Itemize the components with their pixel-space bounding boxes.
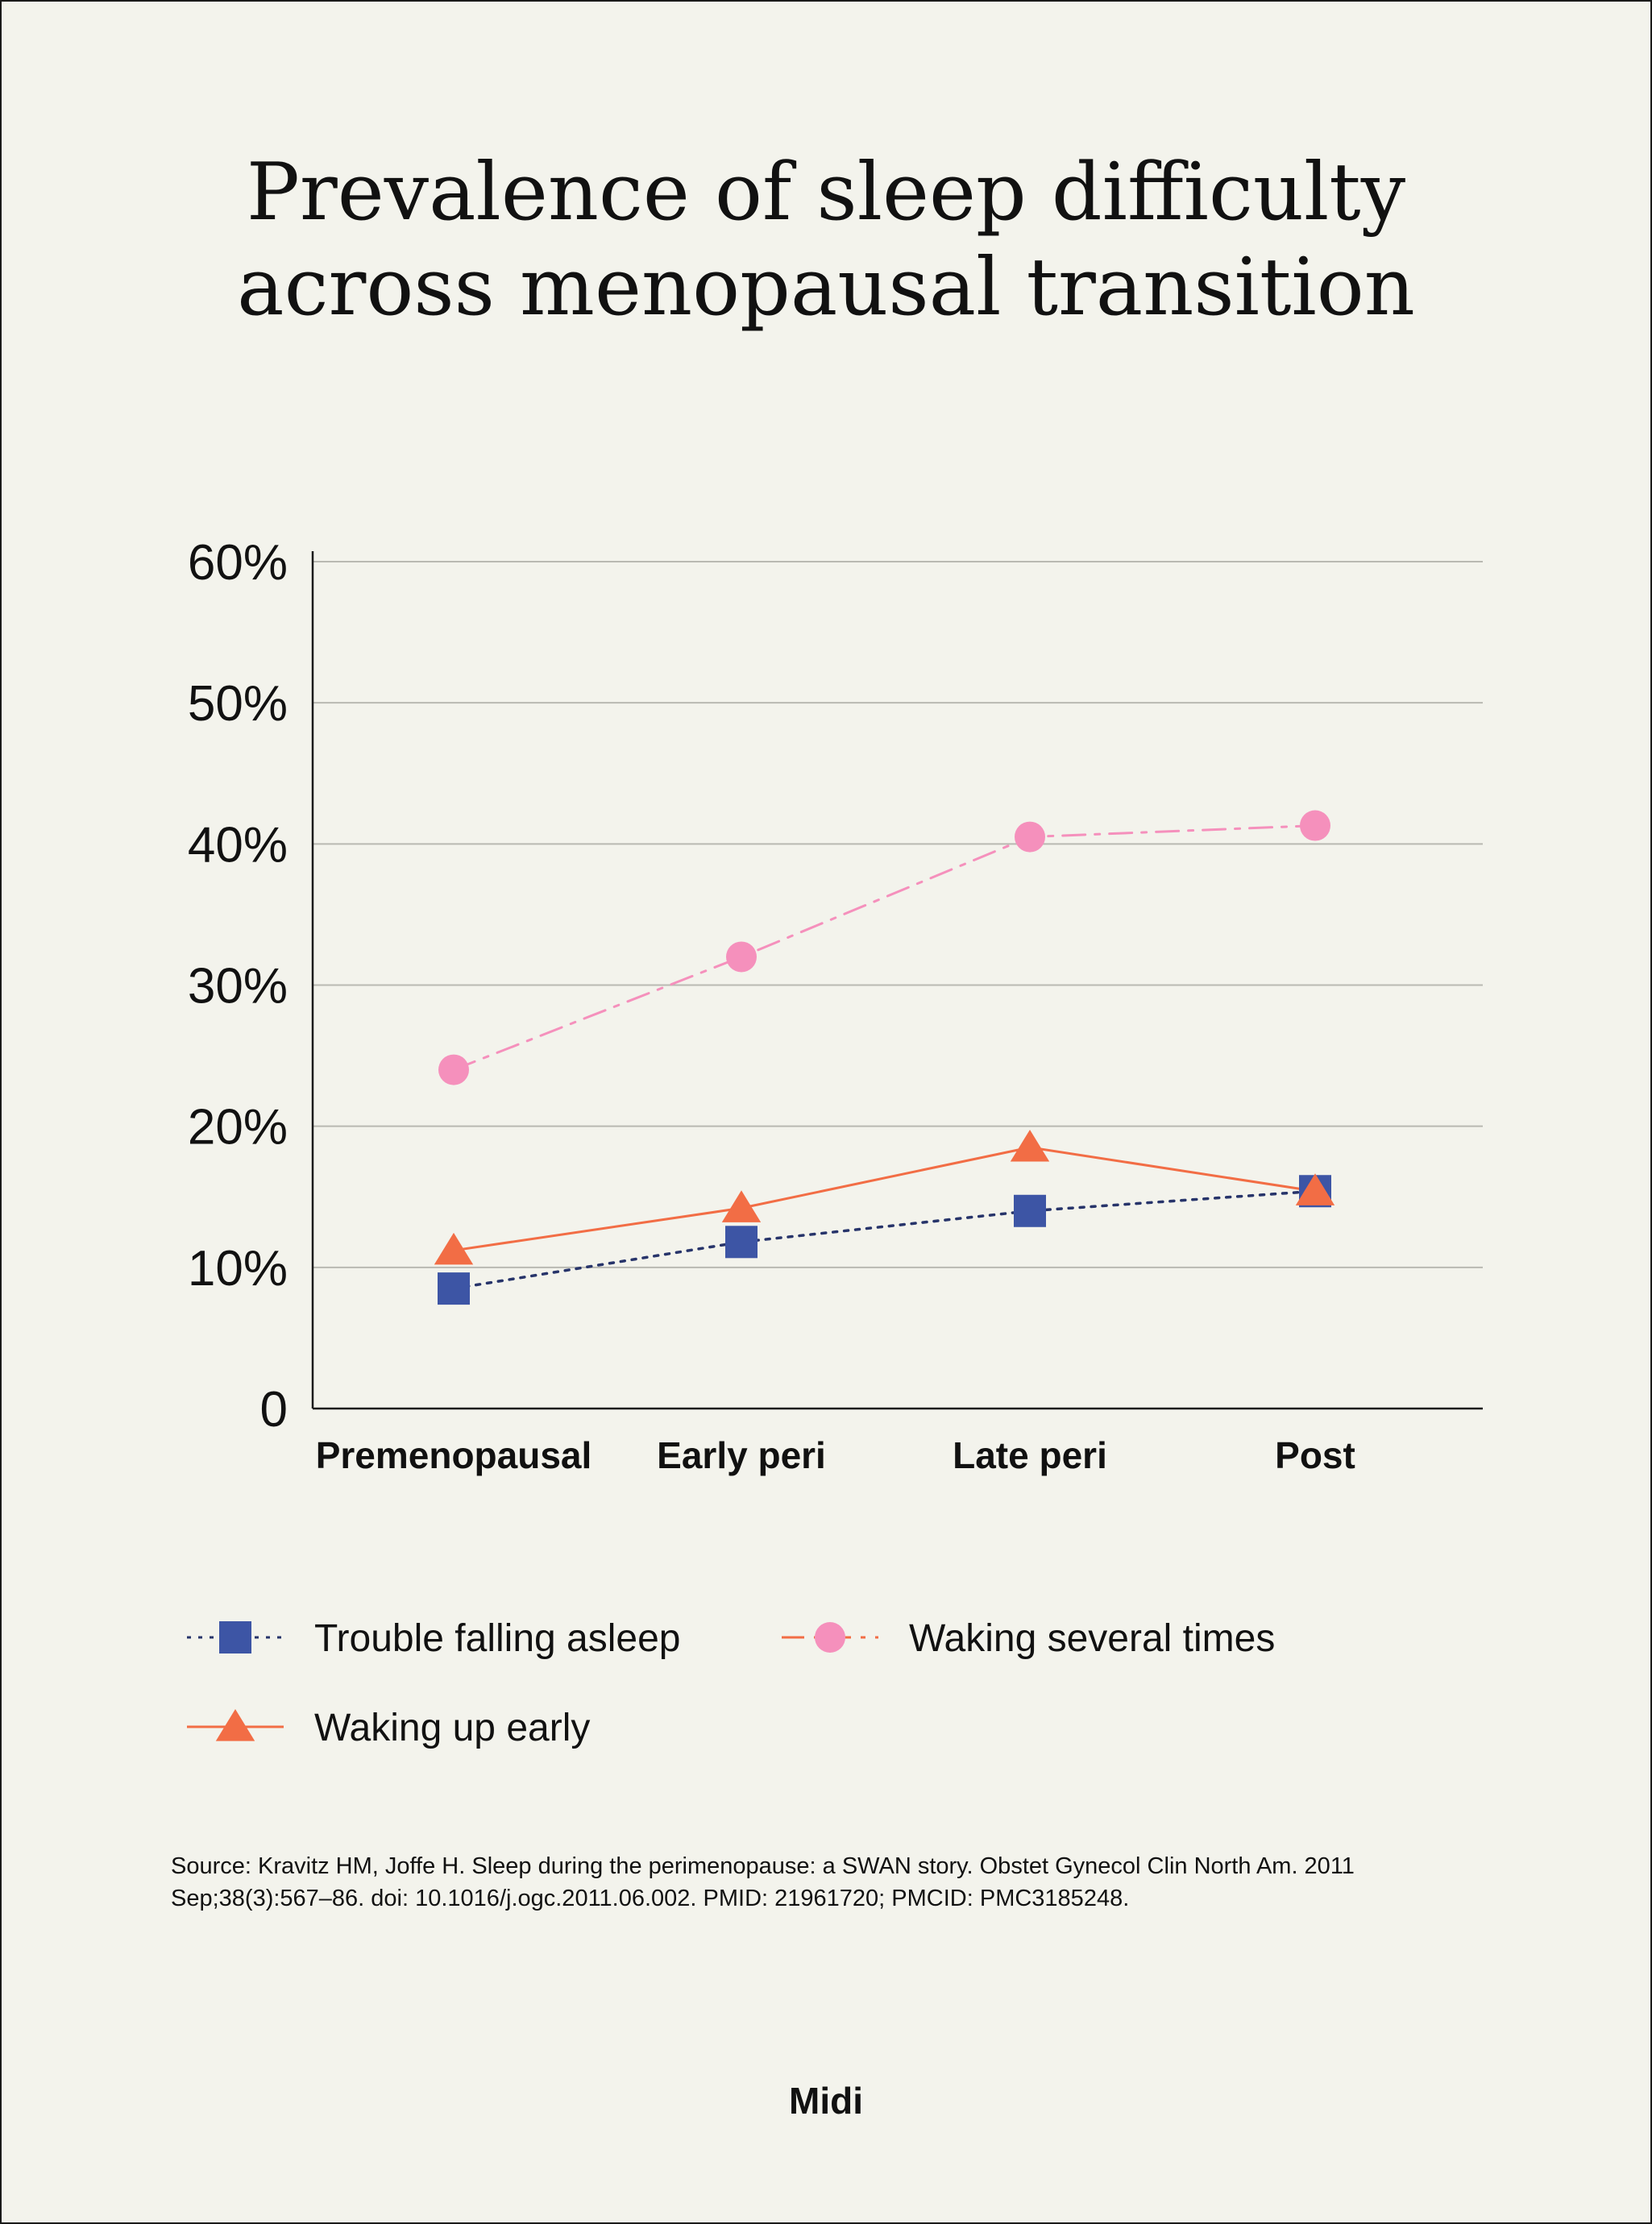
y-tick-label: 60% [188, 535, 288, 591]
chart-title: Prevalence of sleep difficulty across me… [0, 145, 1652, 335]
chart-title-line-1: Prevalence of sleep difficulty [246, 147, 1406, 239]
legend-label: Waking up early [314, 1707, 590, 1749]
data-point [1010, 1129, 1050, 1162]
legend-marker [215, 1709, 255, 1741]
data-point [438, 1054, 469, 1085]
brand-logo: Midi [789, 2080, 863, 2122]
axes [311, 551, 1483, 1410]
x-axis-tick-labels: Premenopausal Early peri Late peri Post [316, 1434, 1355, 1476]
data-point [1300, 810, 1330, 841]
data-point [1295, 1173, 1335, 1205]
data-point [721, 1190, 762, 1222]
legend-marker [815, 1622, 845, 1653]
x-tick-label: Post [1275, 1434, 1355, 1476]
data-point [1014, 1194, 1046, 1227]
data-point [726, 941, 757, 973]
gridlines [313, 561, 1483, 1268]
series-line [452, 1189, 1317, 1290]
x-tick-label: Late peri [953, 1434, 1107, 1476]
chart-title-line-2: across menopausal transition [237, 242, 1415, 334]
series-lines [452, 824, 1317, 1290]
y-tick-label: 50% [188, 676, 288, 732]
y-axis-tick-labels: 0 10% 20% 30% 40% 50% 60% [188, 535, 288, 1438]
series-line [452, 824, 1317, 1072]
data-point [1015, 821, 1045, 853]
series-markers [434, 810, 1335, 1305]
y-tick-label: 20% [188, 1100, 288, 1156]
y-tick-label: 10% [188, 1241, 288, 1297]
x-tick-label: Early peri [657, 1434, 826, 1476]
data-point [725, 1226, 758, 1259]
source-citation: Source: Kravitz HM, Joffe H. Sleep durin… [171, 1853, 1355, 1911]
legend: Trouble falling asleep Waking several tim… [187, 1617, 1275, 1749]
y-tick-label: 30% [188, 959, 288, 1014]
legend-label: Trouble falling asleep [314, 1617, 681, 1660]
data-point [438, 1272, 470, 1305]
y-tick-label: 40% [188, 817, 288, 873]
legend-marker [219, 1621, 251, 1653]
y-tick-label: 0 [260, 1382, 288, 1438]
x-tick-label: Premenopausal [316, 1434, 592, 1476]
legend-label: Waking several times [909, 1617, 1275, 1660]
data-point [434, 1232, 474, 1265]
series-line [452, 1146, 1317, 1252]
